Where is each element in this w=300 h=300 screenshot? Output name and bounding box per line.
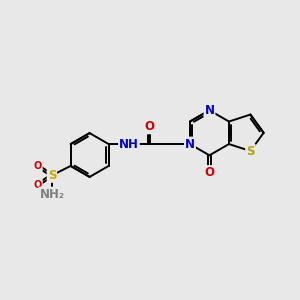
Text: O: O: [34, 161, 42, 171]
Text: NH: NH: [119, 138, 139, 151]
Text: O: O: [204, 166, 214, 179]
Text: O: O: [34, 180, 42, 190]
Text: N: N: [185, 138, 195, 151]
Text: N: N: [204, 104, 214, 117]
Text: O: O: [144, 120, 154, 133]
Text: NH₂: NH₂: [39, 188, 64, 201]
Text: S: S: [246, 145, 255, 158]
Text: S: S: [48, 169, 56, 182]
